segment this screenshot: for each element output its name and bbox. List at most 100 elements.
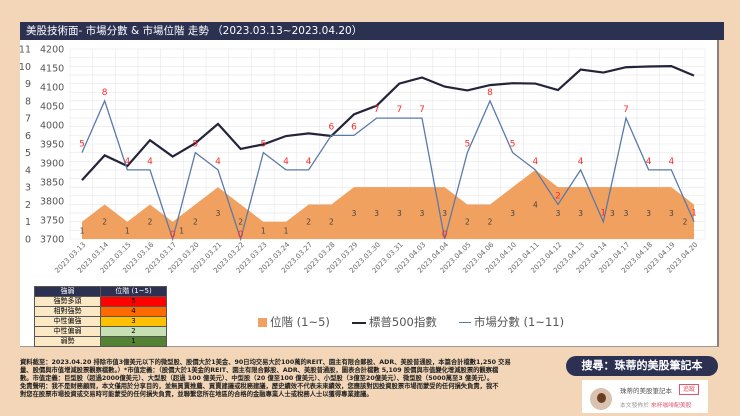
score-data-label: 0 (170, 230, 176, 240)
left-axis-tick: 11 (19, 45, 31, 56)
right-axis-tick: 4000 (40, 121, 64, 132)
level-data-label: 2 (329, 218, 334, 227)
score-data-label: 4 (532, 157, 538, 167)
level-legend-table: 強弱 位階 (1~5) 強勢多頭 5 相對強勢 4 中性偏強 3 中性偏弱 2 弱勢 1 (34, 286, 167, 347)
left-axis-tick: 5 (25, 148, 31, 159)
left-axis-tick: 1 (25, 217, 31, 228)
level-data-label: 1 (125, 226, 130, 235)
left-axis-tick: 7 (25, 114, 31, 125)
level-data-label: 1 (179, 226, 184, 235)
left-axis-tick: 10 (19, 62, 31, 73)
level-data-label: 1 (80, 226, 85, 235)
published-link[interactable]: 來杯咖啡配美股 (650, 403, 692, 409)
level-data-label: 3 (556, 209, 561, 218)
score-data-label: 0 (442, 230, 448, 240)
chart-legend: 位階 (1~5) 標普500指數 市場分數 (1~11) (258, 314, 564, 330)
score-data-label: 4 (668, 157, 674, 167)
score-data-label: 6 (328, 122, 334, 132)
left-axis-tick: 3 (25, 183, 31, 194)
score-data-label: 4 (578, 157, 584, 167)
right-axis-tick: 3950 (40, 140, 64, 151)
right-axis-tick: 4100 (40, 83, 64, 94)
score-data-label: 4 (306, 157, 312, 167)
score-data-label: 4 (124, 157, 130, 167)
left-axis-tick: 0 (25, 235, 31, 246)
table-row: 相對強勢 4 (34, 306, 167, 317)
level-data-label: 2 (683, 218, 688, 227)
legend-item-level: 位階 (1~5) (258, 314, 330, 330)
score-data-label: 5 (510, 140, 516, 150)
level-data-label: 3 (352, 209, 357, 218)
score-data-label: 7 (419, 105, 425, 115)
level-data-label: 3 (610, 209, 615, 218)
score-data-label: 5 (260, 140, 266, 150)
level-data-label: 3 (374, 209, 379, 218)
area-swatch-icon (258, 318, 267, 327)
score-data-label: 5 (192, 140, 198, 150)
market-score-line (81, 98, 695, 242)
left-axis-tick: 8 (25, 96, 31, 107)
legend-item-sp500: 標普500指數 (351, 314, 437, 330)
level-data-label: 1 (261, 226, 266, 235)
score-data-label: 4 (215, 157, 221, 167)
score-data-label: 4 (283, 157, 289, 167)
level-data-label: 3 (420, 209, 425, 218)
left-axis-tick: 6 (25, 131, 31, 142)
level-data-label: 1 (284, 226, 289, 235)
table-header: 位階 (1~5) (100, 286, 167, 297)
score-data-label: 0 (238, 230, 244, 240)
table-row: 中性偏弱 2 (34, 326, 167, 337)
right-axis-tick: 4150 (40, 64, 64, 75)
left-axis-tick: 9 (25, 79, 31, 90)
level-data-label: 4 (533, 200, 538, 209)
right-axis-tick: 3750 (40, 216, 64, 227)
level-data-label: 3 (578, 209, 583, 218)
level-data-label: 3 (510, 209, 515, 218)
score-data-label: 2 (555, 191, 561, 201)
chart: 0123456789101137003750380038503900395040… (19, 45, 706, 275)
footer-line: 量、股價與市值增減股票觀察檔數。）*市值定義：（股價大於1美金的REIT、園主有… (20, 367, 499, 375)
level-data-label: 3 (216, 209, 221, 218)
score-data-label: 4 (147, 157, 153, 167)
level-data-label: 2 (102, 218, 107, 227)
score-data-label: 6 (351, 122, 357, 132)
level-data-label: 2 (465, 218, 470, 227)
right-axis-tick: 3850 (40, 178, 64, 189)
right-axis-tick: 3700 (40, 235, 64, 246)
left-axis-tick: 4 (25, 165, 31, 176)
level-data-label: 2 (488, 218, 493, 227)
right-axis-tick: 3800 (40, 197, 64, 208)
right-axis-tick: 3900 (40, 159, 64, 170)
score-data-label: 7 (374, 105, 380, 115)
score-data-label: 1 (600, 209, 606, 219)
line-swatch-icon (351, 321, 366, 324)
level-data-label: 3 (669, 209, 674, 218)
level-data-label: 2 (238, 218, 243, 227)
line-swatch-icon (458, 322, 471, 323)
score-data-label: 1 (691, 209, 697, 219)
right-axis-tick: 4200 (40, 45, 64, 56)
score-data-label: 8 (487, 88, 493, 98)
sp500-line (81, 64, 695, 181)
table-header: 強弱 (34, 286, 101, 297)
follow-button[interactable]: 追蹤 (679, 384, 700, 395)
table-row: 強勢多頭 5 (34, 296, 167, 307)
avatar (590, 388, 612, 410)
left-axis-tick: 2 (25, 200, 31, 211)
legend-item-score: 市場分數 (1~11) (458, 314, 564, 330)
level-data-label: 3 (624, 209, 629, 218)
score-data-label: 4 (646, 157, 652, 167)
author-name[interactable]: 珠蒂的美股筆記本 (620, 387, 672, 395)
footer-line: 對您在股票市場投資或交易時可能蒙受的任何損失負責，並聯繫您所在地區的合格的金融專… (20, 391, 373, 399)
score-data-label: 5 (464, 140, 470, 150)
table-row: 弱勢 1 (34, 336, 167, 347)
level-data-label: 3 (442, 209, 447, 218)
level-data-label: 2 (306, 218, 311, 227)
level-data-label: 2 (193, 218, 198, 227)
published-info: 本文發佈於 來杯咖啡配美股 (620, 403, 692, 409)
table-row: 中性偏強 3 (34, 316, 167, 327)
search-banner: 搜尋：珠蒂的美股筆記本 (566, 356, 718, 376)
level-data-label: 3 (397, 209, 402, 218)
author-card: 珠蒂的美股筆記本 追蹤 本文發佈於 來杯咖啡配美股 (582, 380, 708, 413)
footer-line: 免責聲明：我不是財務顧問，本文僅用於分享目的，並無買賣推薦、買賣建議或稅務建議，… (20, 383, 499, 391)
